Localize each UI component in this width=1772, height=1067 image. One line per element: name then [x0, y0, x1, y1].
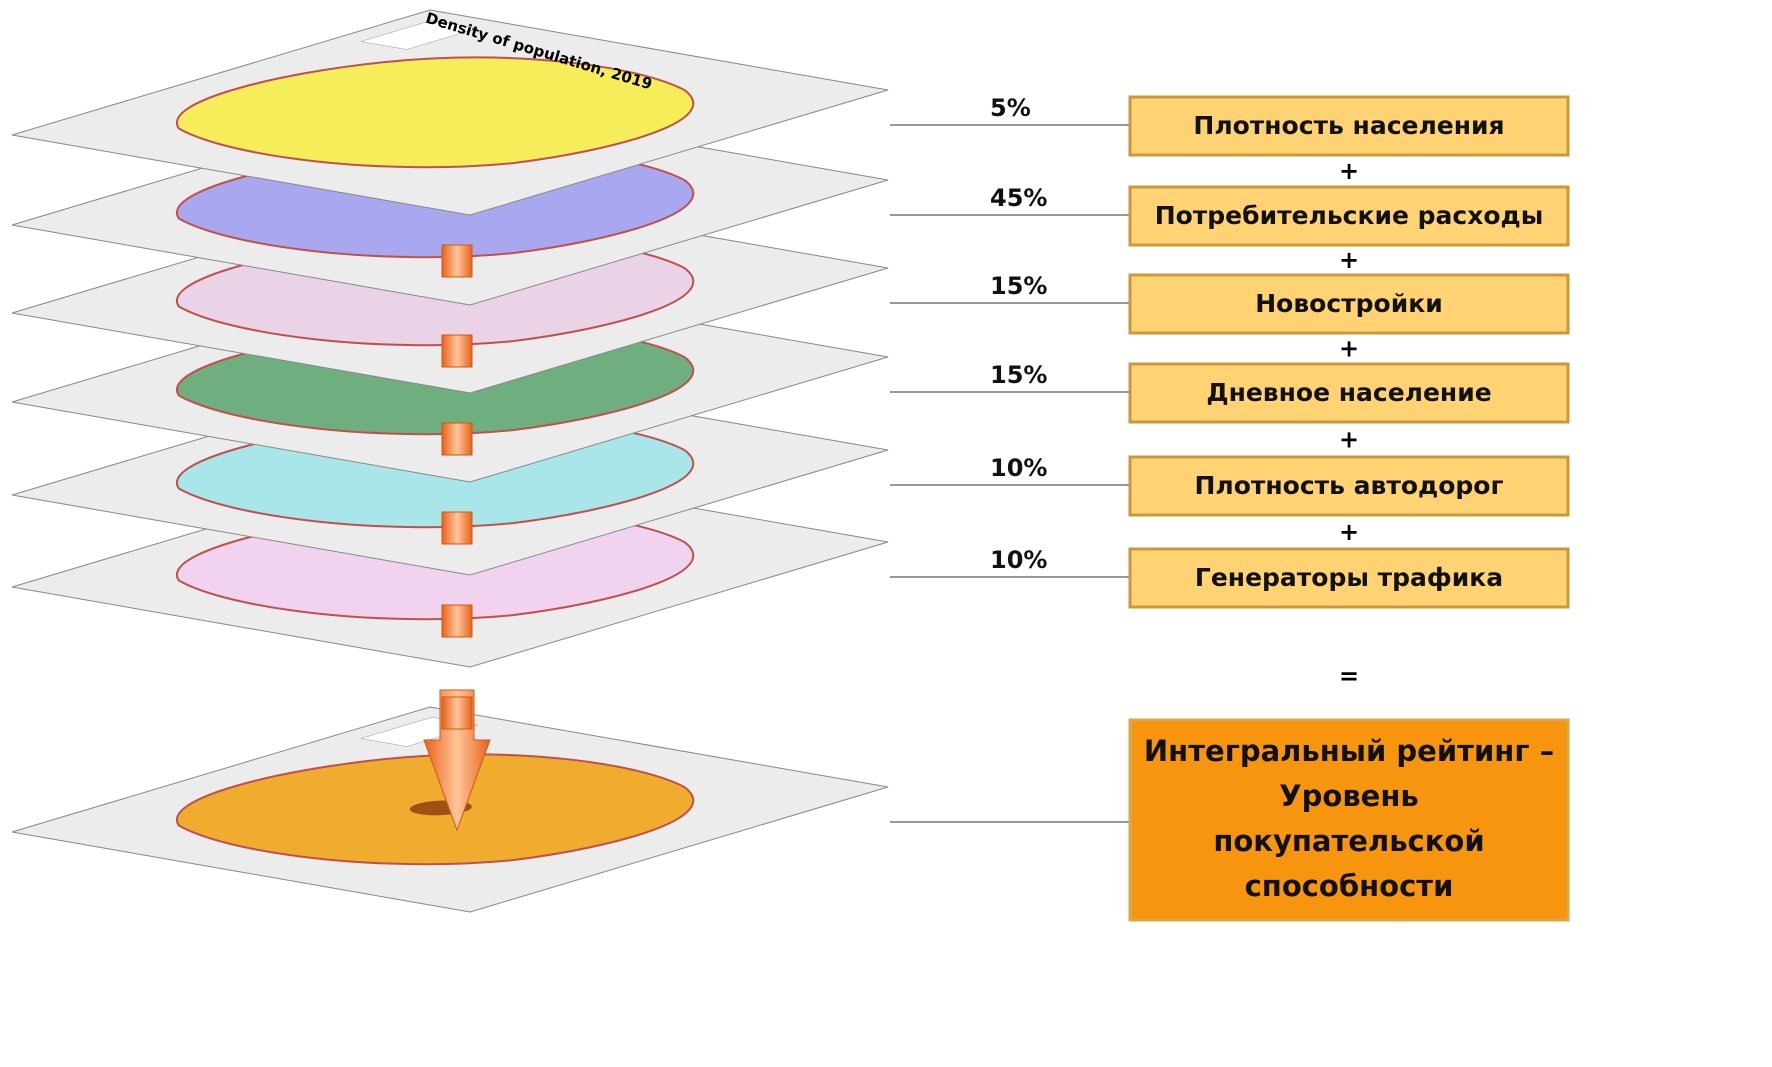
map-layers: Density of population, 2019	[12, 9, 888, 912]
result-label: покупательской	[1213, 824, 1484, 858]
result-map	[12, 707, 888, 912]
weight-label: 10%	[990, 454, 1047, 482]
weight-label: 15%	[990, 361, 1047, 389]
plus-sign: +	[1339, 426, 1359, 454]
legend-column: 5% Плотность населения +45% Потребительские…	[890, 94, 1570, 922]
factor-box	[1128, 185, 1570, 247]
weight-label: 10%	[990, 546, 1047, 574]
equals-sign: =	[1339, 662, 1359, 690]
flow-arrow	[441, 696, 473, 730]
flow-arrow	[441, 244, 473, 278]
factor-box	[1128, 455, 1570, 517]
factor-label: Потребительские расходы	[1155, 201, 1544, 230]
factor-label: Плотность автодорог	[1194, 471, 1503, 500]
factor-label: Новостройки	[1255, 289, 1442, 318]
weight-label: 45%	[990, 184, 1047, 212]
plus-sign: +	[1339, 157, 1359, 185]
map-legend	[361, 20, 478, 49]
weight-label: 5%	[990, 94, 1031, 122]
result-box	[1128, 718, 1570, 922]
factor-label: Дневное население	[1206, 378, 1491, 407]
flow-arrow	[441, 422, 473, 456]
flow-arrow	[441, 604, 473, 638]
plus-sign: +	[1339, 518, 1359, 546]
weight-label: 15%	[990, 272, 1047, 300]
plus-sign: +	[1339, 246, 1359, 274]
result-label: Уровень	[1279, 779, 1418, 813]
factor-label: Плотность населения	[1193, 111, 1504, 140]
factor-box	[1128, 547, 1570, 609]
factor-box	[1128, 273, 1570, 335]
flow-arrow	[441, 334, 473, 368]
map-layer	[12, 10, 888, 215]
map-center	[409, 103, 472, 119]
result-label: способности	[1245, 869, 1454, 903]
flow-arrow	[441, 511, 473, 545]
factor-box	[1128, 362, 1570, 424]
plus-sign: +	[1339, 335, 1359, 363]
factor-label: Генераторы трафика	[1195, 563, 1503, 592]
factor-box	[1128, 95, 1570, 157]
result-label: Интегральный рейтинг –	[1144, 734, 1554, 768]
flow-arrow	[423, 689, 491, 832]
